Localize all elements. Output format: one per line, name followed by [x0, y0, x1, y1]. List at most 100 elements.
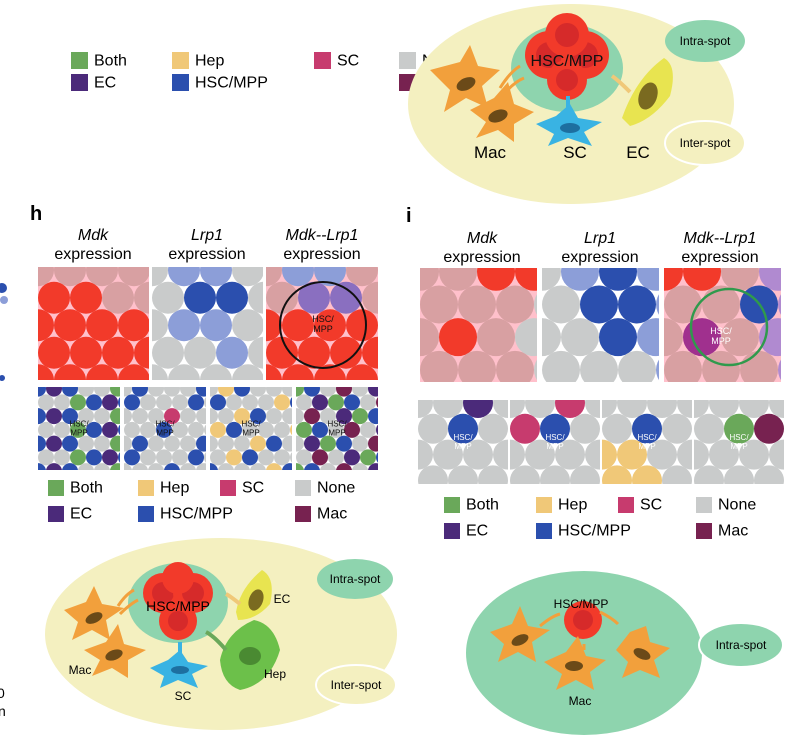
- i-celltype-tile-4: HSC/MPP: [694, 400, 784, 484]
- i-lrp1-tile-spot: [580, 285, 618, 324]
- h-celltype-tile-1: HSC/MPP: [38, 387, 120, 470]
- h-mdklrp1-tile-spot: [346, 267, 378, 287]
- i-mdk-tile-spot: [515, 268, 537, 291]
- i-celltype-tile-3-spot: [632, 465, 662, 484]
- i-lrp1-tile-spot: [599, 268, 637, 291]
- top-legend-swatch-both: [71, 52, 88, 69]
- h-celltype-tile-3-spot: [282, 408, 292, 425]
- h-lrp1-tile-spot: [248, 336, 263, 369]
- i-mdk-tile-spot: [420, 268, 439, 291]
- h-celltype-tile-4-label: HSC/MPP: [327, 420, 347, 438]
- h-celltype-tile-3-spot: [274, 421, 290, 438]
- top-mac-label: Mac: [474, 143, 507, 162]
- h-celltype-tile-4-spot: [344, 449, 360, 466]
- i-celltype-tile-4-spot: [709, 400, 739, 418]
- panel-h-col2-expression: expression: [168, 246, 245, 263]
- i-mac-label: Mac: [569, 694, 592, 708]
- h-celltype-tile-4-spot: [336, 463, 352, 470]
- h-celltype-tile-3-spot: [234, 408, 250, 425]
- top-legend-item-both: Both: [71, 52, 127, 69]
- h-mdk-tile-spot: [54, 364, 86, 380]
- h-mdk-tile-spot: [118, 309, 149, 342]
- h-lrp1-tile-spot: [152, 364, 168, 380]
- i-mdk-tile-spot: [477, 268, 515, 291]
- h-legend-item-sc: SC: [220, 479, 264, 496]
- h-legend-swatch-ec: [48, 506, 64, 522]
- h-celltype-tile-1-spot: [38, 387, 46, 397]
- i-mdklrp1-tile-spot: [702, 285, 740, 324]
- h-celltype-tile-2-spot: [132, 387, 148, 397]
- i-celltype-tile-2-spot: [585, 439, 600, 470]
- h-celltype-tile-4-spot: [296, 394, 312, 411]
- h-celltype-tile-4-spot: [320, 387, 336, 397]
- panel-h-highlight-circle: [279, 281, 367, 369]
- h-celltype-tile-2-spot: [124, 408, 132, 425]
- i-mdklrp1-tile-spot: [778, 294, 781, 315]
- h-celltype-tile-4-spot: [368, 408, 378, 425]
- i-celltype-tile-2-spot: [510, 413, 540, 444]
- i-mdk-tile-spot: [439, 318, 477, 357]
- i-celltype-tile-3-spot: [617, 400, 647, 418]
- h-mac-cells: [64, 586, 146, 678]
- h-legend-label-both: Both: [70, 479, 103, 496]
- i-mac-cells: [490, 606, 670, 690]
- h-celltype-tile-3-spot: [242, 449, 258, 466]
- top-legend-label-ec: EC: [94, 74, 116, 91]
- i-mdk-tile-spot: [439, 268, 477, 291]
- h-mdklrp1-tile-spot: [282, 267, 314, 287]
- i-mdklrp1-tile-spot: [683, 318, 721, 357]
- i-celltype-tile-3-spot: [677, 400, 692, 418]
- i-celltype-tile-2-spot: [540, 413, 570, 444]
- h-mdklrp1-tile-spot: [298, 336, 330, 369]
- h-celltype-tile-1-spot: [86, 449, 102, 466]
- i-celltype-tile-1-spot: [478, 465, 508, 484]
- h-mdklrp1-tile-spot: [362, 336, 378, 369]
- h-mdk-tile-spot: [86, 364, 118, 380]
- i-mdk-tile-spot: [420, 318, 439, 357]
- i-mdklrp1-tile-spot: [721, 318, 759, 357]
- i-celltype-tile-3-spot: [632, 413, 662, 444]
- i-mdk-tile-spot: [458, 350, 496, 382]
- i-lrp1-tile-spot: [542, 268, 561, 291]
- i-celltype-tile-4-spot: [694, 413, 724, 444]
- top-intra-label: Intra-spot: [680, 34, 731, 48]
- h-celltype-tile-4-spot: [328, 421, 344, 438]
- h-hsc-cluster: [143, 562, 213, 640]
- i-legend-item-none: None: [696, 496, 756, 513]
- h-mdk-tile-spot: [118, 364, 149, 380]
- top-legend-label-both: Both: [94, 52, 127, 69]
- h-celltype-tile-4-spot: [360, 449, 376, 466]
- h-celltype-tile-3-spot: [242, 394, 258, 411]
- i-legend-item-mac: Mac: [696, 522, 748, 539]
- i-celltype-tile-1-spot: [418, 439, 433, 470]
- i-lrp1-tile-spot: [599, 318, 637, 357]
- panel-h-expression-tiles: [38, 267, 378, 380]
- h-legend-label-none: None: [317, 479, 355, 496]
- top-legend-item-ec: EC: [71, 74, 116, 91]
- top-legend-label-hsc: HSC/MPP: [195, 74, 268, 91]
- h-lrp1-tile-spot: [200, 364, 232, 380]
- i-celltype-tile-3-spot: [602, 465, 632, 484]
- h-legend-label-hep: Hep: [160, 479, 189, 496]
- left-edge-char-1: 0: [0, 685, 5, 701]
- i-legend-label-sc: SC: [640, 496, 662, 513]
- h-celltype-tile-2-spot: [140, 449, 156, 466]
- h-celltype-tile-1-spot: [102, 421, 118, 438]
- h-celltype-tile-2-spot: [124, 449, 140, 466]
- h-celltype-tile-2-spot: [156, 394, 172, 411]
- i-intra-spot-badge: [698, 622, 784, 668]
- i-lrp1-tile-spot: [618, 285, 656, 324]
- h-celltype-tile-2-spot: [124, 394, 140, 411]
- i-celltype-tile-4-spot: [769, 400, 784, 418]
- h-celltype-tile-4-spot: [296, 435, 304, 452]
- h-mdklrp1-tile-spot: [314, 309, 346, 342]
- h-celltype-tile-3-spot: [274, 394, 290, 411]
- i-lrp1-tile-spot: [580, 350, 618, 382]
- h-legend-swatch-hsc: [138, 506, 154, 522]
- h-celltype-tile-2-spot: [164, 408, 180, 425]
- i-celltype-tile-2-spot: [540, 465, 570, 484]
- h-celltype-tile-3-spot: [290, 424, 292, 436]
- h-celltype-tile-4-spot: [376, 452, 378, 463]
- h-celltype-tile-2-label: HSC/MPP: [155, 420, 175, 438]
- h-celltype-tile-3-spot: [210, 394, 226, 411]
